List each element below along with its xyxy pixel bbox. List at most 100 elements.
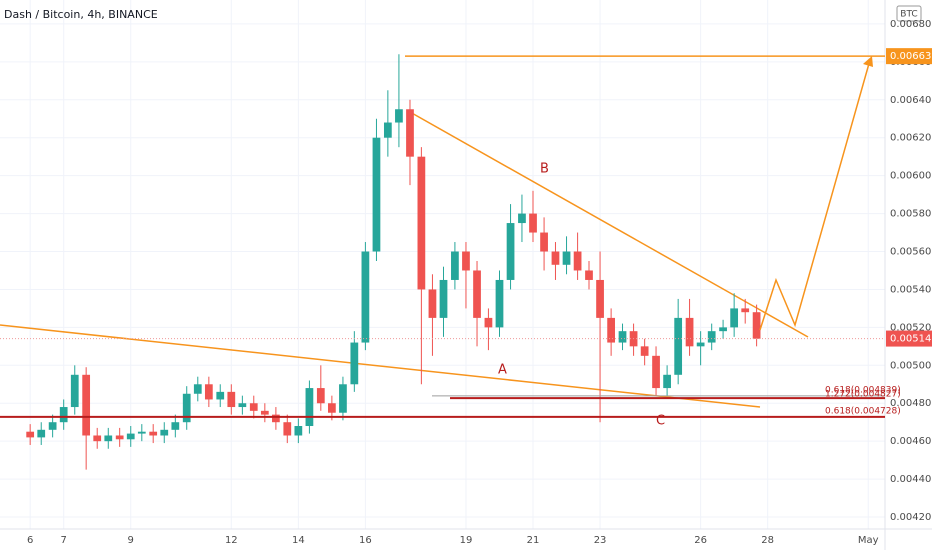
x-tick-label: May [858,535,879,546]
candle-body [82,374,91,436]
candle-body [249,403,258,411]
candle-body [428,289,437,318]
candle-body [674,317,683,375]
candle-body [182,393,191,423]
candle-body [216,391,225,400]
candle-body [160,429,169,436]
x-tick-label: 28 [761,535,774,546]
last-price-box [886,330,932,347]
candle-body [540,232,548,252]
candle-body [126,433,135,440]
candle-body [652,355,660,389]
candle-body [596,279,604,318]
x-tick-label: 12 [225,535,238,546]
arrow-head [863,56,873,67]
candle-body [719,327,727,332]
candle-body [663,374,671,389]
currency-box [896,5,922,22]
candle-body [48,422,57,430]
x-tick-label: 19 [460,535,473,546]
candle-body [417,156,426,290]
candle-body [707,331,716,343]
candle-body [294,426,303,436]
wave-label: A [498,363,507,378]
candle-body [104,435,113,442]
fib-label: 0.618(0.004728) [825,406,901,416]
fib-label: 0.618(0.004839) [825,385,901,395]
candle-body [752,312,761,339]
candle-body [406,109,414,157]
candle-body [59,407,68,423]
candle-body [518,213,526,224]
last-price-label: 0.005141 [890,334,932,345]
candle-body [137,431,146,434]
x-tick-label: 21 [527,535,540,546]
candle-body [70,374,79,408]
trend-line [409,111,809,338]
candle-body [585,270,593,280]
x-tick-label: 7 [61,535,67,546]
candle-body [495,279,504,328]
candle-body [529,213,537,233]
x-tick-label: 6 [27,535,33,546]
y-tick-label: 0.006800 [890,19,932,30]
candles [26,54,761,470]
candle-body [328,403,336,413]
candle-body [551,251,560,265]
candle-body [149,431,158,436]
candle-body [227,391,236,408]
candle-body [607,317,615,343]
candle-body [462,251,470,271]
candle-body [696,342,705,347]
candle-body [361,251,370,343]
candle-body [484,317,493,328]
candle-body [439,279,448,318]
candle-body [272,414,280,423]
x-tick-label: 26 [694,535,707,546]
candle-body [26,431,35,438]
candle-body [730,308,739,328]
candle-body [562,251,571,265]
wave-label: C [656,414,665,429]
candle-body [316,388,325,404]
x-tick-label: 23 [594,535,607,546]
candle-body [305,388,314,427]
grid [0,0,885,529]
candle-body [395,109,403,123]
candle-body [473,270,481,318]
candle-body [451,251,459,280]
projection [759,59,871,331]
candle-body [573,251,582,271]
candle-body [618,331,627,343]
candle-body [37,429,46,438]
wave-label: B [540,162,549,177]
currency: BTC [900,10,917,20]
candle-body [372,137,381,252]
x-tick-label: 9 [128,535,134,546]
candle-body [685,317,694,347]
candle-body [506,223,515,280]
candle-body [115,435,124,440]
candle-body [283,422,292,436]
candle-body [350,342,359,385]
candle-body [171,422,180,430]
candle-body [741,308,750,313]
candle-body [93,435,102,442]
candle-body [238,403,247,408]
trend-line [0,324,761,408]
candle-body [339,384,347,413]
